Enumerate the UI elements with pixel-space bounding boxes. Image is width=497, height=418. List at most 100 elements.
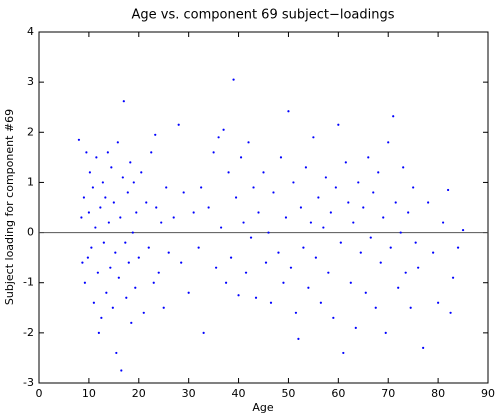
point xyxy=(322,226,325,229)
point xyxy=(109,266,112,269)
point xyxy=(414,241,417,244)
point xyxy=(374,306,377,309)
point xyxy=(106,151,109,154)
point xyxy=(451,276,455,279)
point xyxy=(145,201,148,204)
point xyxy=(384,331,387,334)
point xyxy=(125,296,128,299)
x-tick-label: 60 xyxy=(331,387,345,400)
chart-title: Age vs. component 69 subject−loadings xyxy=(131,8,394,23)
point xyxy=(80,216,83,219)
point xyxy=(135,211,138,214)
point xyxy=(277,251,280,254)
point xyxy=(254,296,258,299)
point xyxy=(344,161,347,164)
point xyxy=(449,311,452,314)
point xyxy=(131,231,134,234)
point xyxy=(165,186,168,189)
point xyxy=(364,291,367,294)
point xyxy=(339,241,342,244)
point xyxy=(362,206,365,209)
point xyxy=(272,191,275,194)
point xyxy=(180,261,183,264)
point xyxy=(192,211,195,214)
y-axis-label: Subject loading for component #69 xyxy=(3,109,16,305)
point xyxy=(232,78,235,81)
point xyxy=(177,123,180,126)
point xyxy=(377,171,380,174)
point xyxy=(242,221,245,224)
point xyxy=(187,291,190,294)
point xyxy=(152,281,155,284)
point xyxy=(86,256,89,259)
point xyxy=(130,321,133,324)
point xyxy=(154,133,157,136)
point xyxy=(267,231,270,234)
x-tick-label: 90 xyxy=(481,387,495,400)
point xyxy=(137,256,140,259)
y-tick-label: 2 xyxy=(27,125,34,138)
point xyxy=(327,271,330,274)
point xyxy=(309,221,312,224)
point xyxy=(87,211,90,214)
point xyxy=(147,246,150,249)
point xyxy=(219,226,223,229)
point xyxy=(99,206,102,209)
point xyxy=(222,128,225,131)
point xyxy=(279,156,283,159)
point xyxy=(352,221,355,224)
x-tick-label: 30 xyxy=(182,387,196,400)
point xyxy=(372,191,375,194)
x-tick-label: 10 xyxy=(82,387,96,400)
point xyxy=(110,166,113,169)
point xyxy=(102,241,105,244)
y-tick-label: -2 xyxy=(23,326,34,339)
point xyxy=(197,246,200,249)
point xyxy=(307,286,310,289)
point xyxy=(88,171,91,174)
point xyxy=(367,156,370,159)
point xyxy=(81,261,84,264)
point xyxy=(116,141,119,144)
point xyxy=(269,301,273,304)
point xyxy=(422,346,425,349)
point xyxy=(329,211,332,214)
x-tick-label: 40 xyxy=(232,387,246,400)
point xyxy=(312,136,315,139)
point xyxy=(432,251,435,254)
point xyxy=(224,281,228,284)
point xyxy=(324,176,327,179)
point xyxy=(115,351,118,355)
point xyxy=(347,201,350,204)
point xyxy=(237,294,240,297)
point xyxy=(117,276,120,279)
point xyxy=(167,251,170,254)
x-tick-label: 50 xyxy=(281,387,295,400)
point xyxy=(389,246,392,249)
y-tick-label: 1 xyxy=(27,175,34,188)
point xyxy=(126,191,129,194)
point xyxy=(100,316,103,319)
point xyxy=(292,181,295,184)
point xyxy=(337,123,340,126)
x-tick-label: 0 xyxy=(36,387,43,400)
point xyxy=(90,246,93,249)
point xyxy=(304,166,308,169)
point xyxy=(207,206,210,209)
point xyxy=(85,151,88,154)
point xyxy=(257,211,260,214)
point xyxy=(94,226,97,229)
point xyxy=(252,186,255,189)
x-tick-label: 20 xyxy=(132,387,146,400)
point xyxy=(249,236,253,239)
y-tick-label: 3 xyxy=(27,75,34,88)
point xyxy=(299,206,303,209)
point xyxy=(412,186,415,189)
y-tick-label: 4 xyxy=(27,25,34,38)
point xyxy=(157,271,160,274)
point xyxy=(399,231,402,234)
point xyxy=(132,181,135,184)
point xyxy=(124,241,127,244)
point xyxy=(82,196,85,199)
point xyxy=(182,191,185,194)
